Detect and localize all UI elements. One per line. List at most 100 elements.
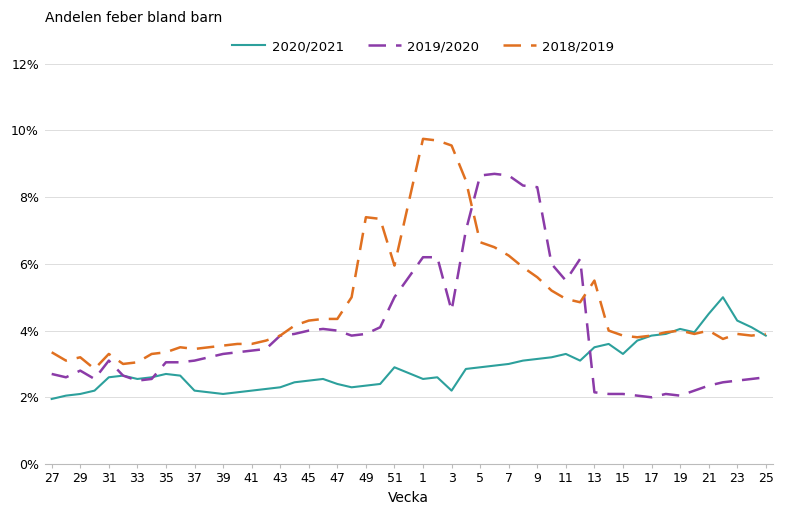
2018/2019 — [418, 136, 428, 142]
2018/2019 — [90, 366, 99, 372]
2020/2021 — [47, 396, 57, 402]
2019/2020 — [233, 349, 242, 356]
2018/2019 — [175, 344, 185, 350]
2018/2019 — [290, 322, 299, 329]
2018/2019 — [718, 336, 728, 342]
2018/2019 — [104, 351, 113, 357]
2018/2019 — [362, 214, 371, 220]
2019/2020 — [133, 378, 142, 384]
2018/2019 — [490, 244, 499, 250]
2018/2019 — [533, 274, 542, 280]
2019/2020 — [633, 393, 642, 399]
2018/2019 — [633, 334, 642, 341]
2020/2021 — [504, 361, 513, 367]
2020/2021 — [689, 329, 699, 335]
2019/2020 — [161, 359, 171, 365]
2019/2020 — [376, 324, 385, 330]
2019/2020 — [590, 389, 599, 395]
2018/2019 — [47, 349, 57, 356]
2020/2021 — [432, 374, 442, 380]
2019/2020 — [747, 376, 756, 382]
2019/2020 — [90, 376, 99, 382]
2018/2019 — [518, 264, 527, 270]
2019/2020 — [619, 391, 628, 397]
2020/2021 — [661, 331, 670, 337]
2020/2021 — [347, 384, 356, 391]
2018/2019 — [304, 317, 314, 324]
2020/2021 — [247, 388, 256, 394]
2019/2020 — [533, 184, 542, 190]
2020/2021 — [604, 341, 613, 347]
2020/2021 — [619, 351, 628, 357]
2019/2020 — [61, 374, 71, 380]
2020/2021 — [175, 373, 185, 379]
Line: 2019/2020: 2019/2020 — [52, 174, 766, 397]
2020/2021 — [575, 358, 585, 364]
2019/2020 — [689, 388, 699, 394]
2018/2019 — [376, 216, 385, 222]
2018/2019 — [547, 287, 556, 294]
2018/2019 — [575, 299, 585, 305]
2020/2021 — [590, 344, 599, 350]
2020/2021 — [204, 389, 214, 395]
2018/2019 — [261, 337, 270, 344]
2019/2020 — [290, 331, 299, 337]
2019/2020 — [189, 358, 199, 364]
2020/2021 — [261, 386, 270, 392]
2018/2019 — [704, 328, 714, 334]
2020/2021 — [418, 376, 428, 382]
2018/2019 — [647, 332, 656, 338]
2020/2021 — [304, 378, 314, 384]
2020/2021 — [747, 324, 756, 330]
2020/2021 — [90, 388, 99, 394]
2020/2021 — [761, 332, 770, 338]
2019/2020 — [362, 331, 371, 337]
2020/2021 — [518, 358, 527, 364]
2018/2019 — [75, 354, 85, 360]
2020/2021 — [633, 337, 642, 344]
2018/2019 — [318, 316, 328, 322]
2018/2019 — [119, 361, 128, 367]
2018/2019 — [233, 341, 242, 347]
2019/2020 — [461, 228, 471, 234]
2020/2021 — [189, 388, 199, 394]
Line: 2020/2021: 2020/2021 — [52, 297, 766, 399]
2018/2019 — [747, 332, 756, 338]
2019/2020 — [347, 332, 356, 338]
2018/2019 — [675, 328, 685, 334]
2019/2020 — [119, 373, 128, 379]
2018/2019 — [733, 331, 742, 337]
2018/2019 — [219, 343, 228, 349]
2020/2021 — [133, 376, 142, 382]
2020/2021 — [461, 366, 471, 372]
2020/2021 — [376, 381, 385, 387]
2018/2019 — [332, 316, 342, 322]
2019/2020 — [261, 346, 270, 352]
2018/2019 — [61, 358, 71, 364]
2018/2019 — [133, 359, 142, 365]
2019/2020 — [661, 391, 670, 397]
2018/2019 — [161, 349, 171, 356]
2018/2019 — [432, 137, 442, 143]
2020/2021 — [718, 294, 728, 300]
Text: Andelen feber bland barn: Andelen feber bland barn — [45, 11, 222, 25]
2019/2020 — [575, 256, 585, 262]
2020/2021 — [75, 391, 85, 397]
2019/2020 — [219, 351, 228, 357]
2019/2020 — [104, 358, 113, 364]
2020/2021 — [362, 382, 371, 389]
2020/2021 — [533, 356, 542, 362]
2020/2021 — [119, 373, 128, 379]
2018/2019 — [619, 332, 628, 338]
2018/2019 — [689, 331, 699, 337]
2018/2019 — [761, 331, 770, 337]
2020/2021 — [476, 364, 485, 370]
2020/2021 — [647, 332, 656, 338]
2020/2021 — [219, 391, 228, 397]
2018/2019 — [461, 178, 471, 184]
2020/2021 — [490, 363, 499, 369]
2018/2019 — [275, 332, 285, 338]
2020/2021 — [547, 354, 556, 360]
2020/2021 — [61, 393, 71, 399]
2020/2021 — [675, 326, 685, 332]
